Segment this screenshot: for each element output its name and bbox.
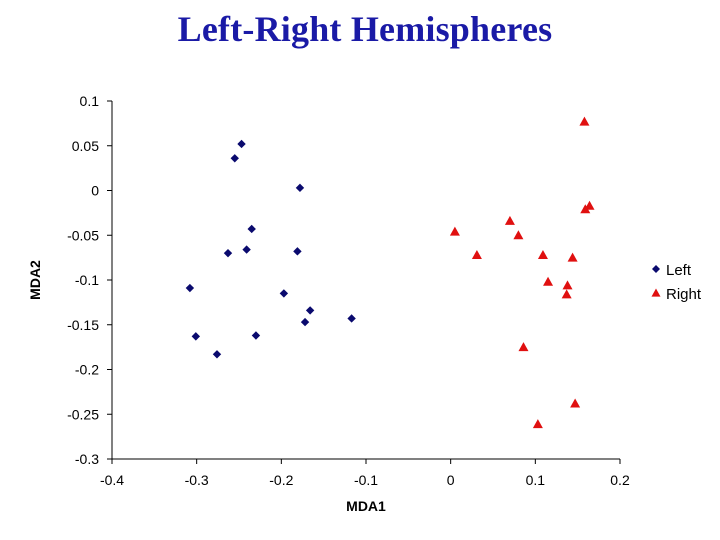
x-axis-ticks: -0.4 -0.3 -0.2 -0.1 0 0.1 0.2 [100, 459, 630, 488]
legend-label-right: Right [666, 286, 702, 303]
x-tick-label: 0 [447, 472, 455, 488]
left-point [230, 154, 239, 163]
right-point [543, 276, 554, 286]
y-tick-label: -0.25 [67, 406, 99, 422]
y-tick-label: -0.2 [75, 362, 99, 378]
left-point [242, 245, 251, 254]
right-point [518, 342, 529, 352]
right-point [561, 289, 572, 299]
x-tick-label: 0.2 [610, 472, 630, 488]
right-point [580, 204, 591, 214]
legend: Left Right [651, 262, 702, 303]
right-point [570, 398, 581, 408]
y-tick-label: -0.15 [67, 317, 99, 333]
data-points [185, 116, 595, 429]
series-right [449, 116, 595, 429]
left-point [295, 183, 305, 193]
right-point [537, 249, 548, 259]
y-axis-ticks: 0.1 0.05 0 -0.05 -0.1 -0.15 -0.2 -0.25 -0.3 [67, 93, 112, 467]
right-point [471, 249, 482, 259]
right-point [504, 215, 515, 225]
y-tick-label: -0.1 [75, 272, 99, 288]
slide-title: Left-Right Hemispheres [177, 9, 553, 49]
left-point [300, 317, 310, 327]
left-point [251, 331, 261, 340]
left-point [293, 247, 302, 256]
x-tick-label: -0.1 [354, 472, 378, 488]
right-point [532, 419, 543, 429]
legend-marker-left [652, 265, 660, 273]
y-tick-label: 0 [91, 183, 99, 199]
x-tick-label: -0.4 [100, 472, 124, 488]
right-point [513, 230, 524, 240]
x-axis-label: MDA1 [346, 498, 386, 514]
left-point [237, 139, 246, 149]
left-point [347, 314, 356, 323]
right-point [567, 252, 578, 262]
right-point [562, 280, 573, 290]
plot-frame [111, 101, 620, 460]
x-tick-label: 0.1 [526, 472, 546, 488]
legend-label-left: Left [666, 262, 692, 279]
left-point [223, 248, 233, 258]
left-point [185, 283, 195, 293]
x-tick-label: -0.3 [185, 472, 209, 488]
y-tick-label: -0.05 [67, 227, 99, 243]
left-point [247, 224, 256, 234]
right-point [449, 226, 460, 236]
legend-marker-right [651, 288, 661, 297]
y-tick-label: 0.05 [72, 138, 99, 154]
x-tick-label: -0.2 [269, 472, 293, 488]
left-point [191, 332, 201, 341]
right-point [579, 116, 590, 126]
left-point [279, 289, 289, 298]
series-left [185, 139, 356, 359]
y-tick-label: -0.3 [75, 451, 99, 467]
left-point [305, 306, 315, 315]
left-point [212, 350, 222, 359]
y-axis-label: MDA2 [27, 260, 43, 300]
y-tick-label: 0.1 [80, 93, 100, 109]
